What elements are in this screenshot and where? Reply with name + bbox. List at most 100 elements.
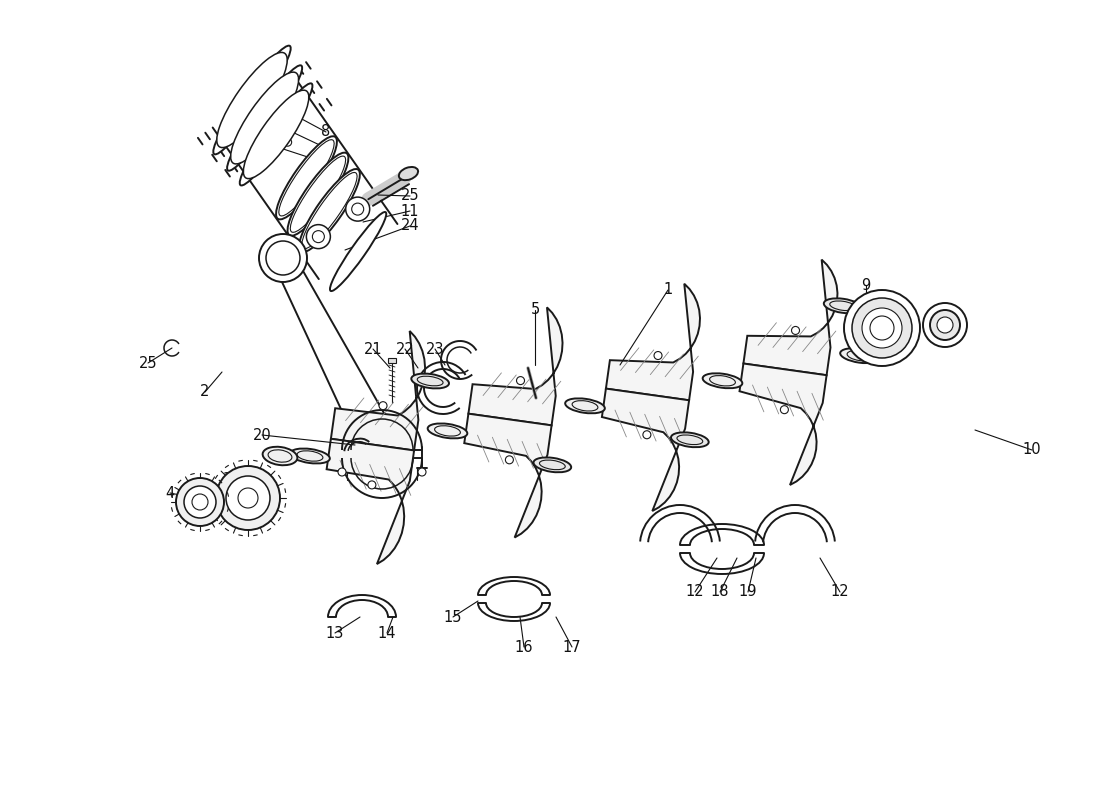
Text: 25: 25 (400, 189, 419, 203)
Ellipse shape (703, 374, 742, 388)
Circle shape (184, 486, 216, 518)
Polygon shape (469, 307, 562, 426)
Circle shape (352, 203, 364, 215)
Text: 11: 11 (400, 203, 419, 218)
Text: 17: 17 (563, 639, 581, 654)
Text: 2: 2 (200, 385, 210, 399)
Ellipse shape (539, 460, 565, 470)
Text: 4: 4 (165, 486, 175, 501)
Circle shape (226, 476, 270, 520)
Polygon shape (739, 363, 826, 485)
Ellipse shape (399, 167, 418, 180)
Ellipse shape (434, 426, 461, 436)
Ellipse shape (227, 66, 302, 170)
Ellipse shape (287, 153, 349, 236)
Circle shape (870, 316, 894, 340)
Text: 25: 25 (139, 355, 157, 370)
Ellipse shape (847, 350, 873, 361)
Ellipse shape (301, 173, 358, 249)
Text: 8: 8 (321, 125, 331, 139)
Text: 22: 22 (396, 342, 415, 357)
Ellipse shape (572, 401, 598, 411)
Ellipse shape (297, 451, 323, 461)
Circle shape (367, 481, 376, 489)
Ellipse shape (710, 375, 736, 386)
Text: 18: 18 (711, 585, 729, 599)
Circle shape (312, 230, 324, 242)
Ellipse shape (411, 374, 449, 389)
Circle shape (258, 234, 307, 282)
Circle shape (284, 138, 292, 146)
Ellipse shape (223, 61, 280, 139)
Text: 1: 1 (663, 282, 672, 298)
Ellipse shape (217, 53, 287, 147)
Text: 23: 23 (426, 342, 444, 357)
Text: 6: 6 (321, 155, 331, 170)
Circle shape (345, 197, 370, 221)
Text: 7: 7 (321, 141, 331, 155)
Ellipse shape (534, 458, 571, 472)
Ellipse shape (290, 156, 345, 232)
Circle shape (930, 310, 960, 340)
Ellipse shape (263, 446, 297, 466)
Text: 16: 16 (515, 639, 534, 654)
Ellipse shape (330, 212, 386, 291)
Text: 19: 19 (739, 585, 757, 599)
Polygon shape (388, 358, 396, 363)
Polygon shape (327, 438, 414, 564)
Text: 5: 5 (530, 302, 540, 318)
Circle shape (937, 317, 953, 333)
Polygon shape (331, 331, 425, 450)
Circle shape (505, 456, 514, 464)
Circle shape (844, 290, 920, 366)
Ellipse shape (829, 301, 856, 310)
Text: 9: 9 (861, 278, 870, 293)
Polygon shape (464, 414, 551, 538)
Circle shape (379, 402, 387, 410)
Text: 24: 24 (400, 218, 419, 234)
Polygon shape (602, 389, 689, 511)
Ellipse shape (290, 449, 330, 463)
Ellipse shape (417, 376, 443, 386)
Ellipse shape (213, 46, 290, 154)
Circle shape (642, 430, 651, 438)
Circle shape (238, 488, 258, 508)
Circle shape (852, 298, 912, 358)
Text: 21: 21 (364, 342, 383, 357)
Text: 12: 12 (830, 585, 849, 599)
Circle shape (792, 326, 800, 334)
Ellipse shape (268, 450, 292, 462)
Circle shape (192, 494, 208, 510)
Text: 14: 14 (377, 626, 396, 641)
Ellipse shape (278, 140, 334, 216)
Circle shape (216, 466, 280, 530)
Circle shape (176, 478, 224, 526)
Ellipse shape (671, 432, 708, 447)
Text: 20: 20 (253, 427, 272, 442)
Text: 3: 3 (222, 473, 232, 487)
Circle shape (418, 468, 426, 476)
Ellipse shape (428, 423, 468, 438)
Text: 13: 13 (326, 626, 344, 641)
Ellipse shape (299, 169, 360, 252)
Circle shape (307, 225, 330, 249)
Ellipse shape (676, 435, 703, 445)
Circle shape (266, 241, 300, 275)
Circle shape (338, 468, 346, 476)
Circle shape (654, 351, 662, 359)
Ellipse shape (231, 72, 298, 164)
Circle shape (780, 406, 789, 414)
Ellipse shape (240, 83, 312, 186)
Ellipse shape (243, 90, 309, 178)
Ellipse shape (565, 398, 605, 414)
Circle shape (862, 308, 902, 348)
Text: 10: 10 (1023, 442, 1042, 458)
Ellipse shape (824, 298, 861, 313)
Ellipse shape (276, 136, 337, 219)
Polygon shape (606, 284, 700, 400)
Text: 12: 12 (685, 585, 704, 599)
Circle shape (517, 377, 525, 385)
Polygon shape (744, 259, 837, 375)
Circle shape (923, 303, 967, 347)
Text: 15: 15 (443, 610, 462, 625)
